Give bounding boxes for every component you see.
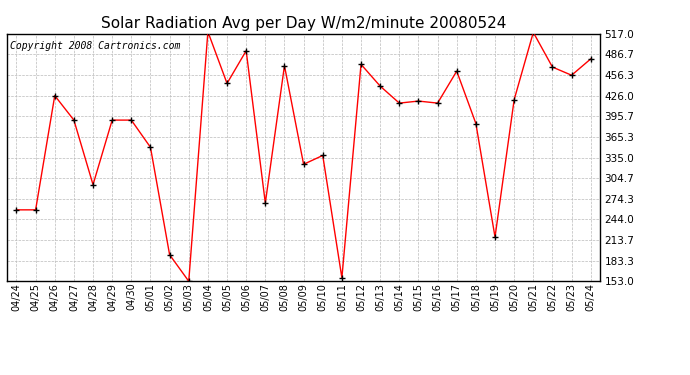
Text: Copyright 2008 Cartronics.com: Copyright 2008 Cartronics.com — [10, 41, 180, 51]
Title: Solar Radiation Avg per Day W/m2/minute 20080524: Solar Radiation Avg per Day W/m2/minute … — [101, 16, 506, 31]
